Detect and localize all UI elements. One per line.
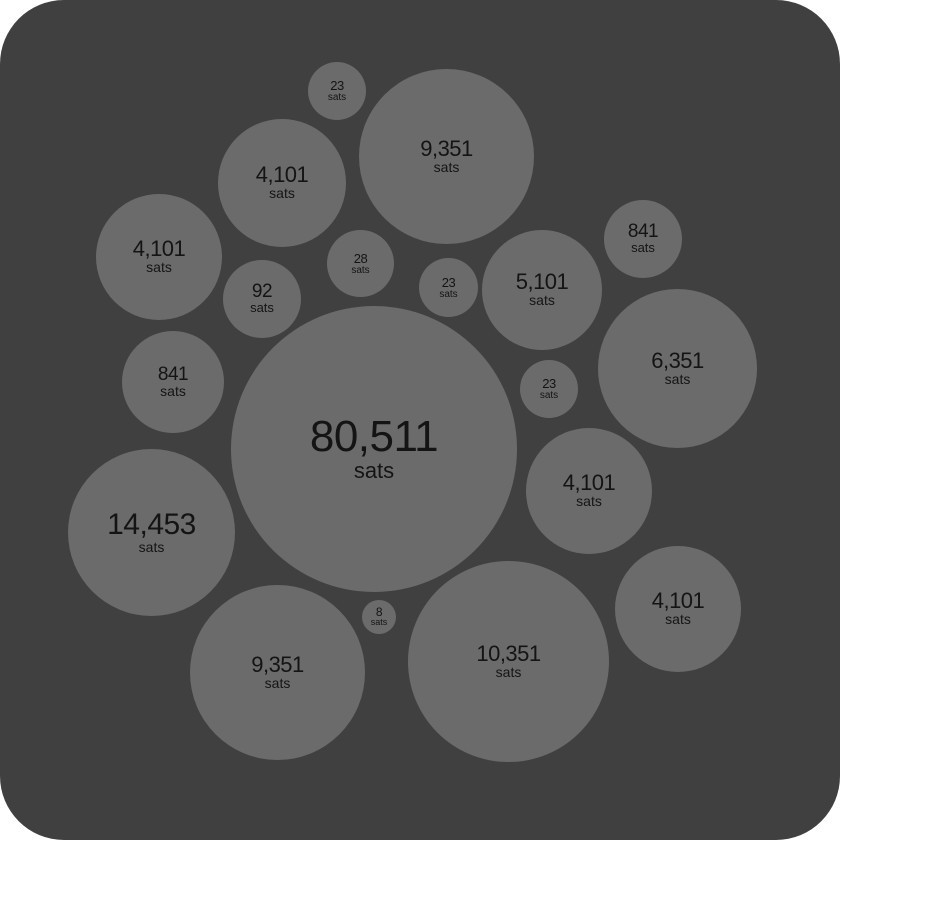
bubble-80511[interactable]: 80,511 sats [231, 306, 517, 592]
bubble-amount: 28 [353, 250, 368, 266]
bubble-4101-left[interactable]: 4,101 sats [96, 194, 222, 320]
bubble-amount: 23 [441, 274, 456, 290]
bubble-92[interactable]: 92 sats [223, 260, 301, 338]
bubble-4101-middle[interactable]: 4,101 sats [526, 428, 652, 554]
bubble-unit: sats [351, 264, 370, 276]
bubble-amount: 4,101 [651, 588, 705, 614]
bubble-unit: sats [327, 92, 347, 103]
bubble-amount: 4,101 [562, 470, 616, 496]
bubble-amount: 841 [627, 221, 659, 243]
bubble-amount: 23 [330, 78, 344, 93]
bubble-unit: sats [269, 185, 295, 202]
bubble-28[interactable]: 28 sats [327, 230, 394, 297]
bubble-unit: sats [495, 663, 522, 680]
bubble-amount: 14,453 [107, 507, 196, 541]
bubble-841-right[interactable]: 841 sats [604, 200, 682, 278]
bubble-5101[interactable]: 5,101 sats [482, 230, 602, 350]
bubble-amount: 5,101 [515, 269, 569, 295]
bubble-unit: sats [146, 259, 172, 276]
bubble-amount: 8 [375, 605, 383, 620]
bubble-panel: 80,511 sats 14,453 sats 10,351 sats 9,35… [0, 0, 840, 840]
bubble-unit: sats [138, 538, 165, 555]
bubble-unit: sats [433, 158, 460, 175]
bubble-unit: sats [439, 288, 458, 300]
bubble-841-left[interactable]: 841 sats [122, 331, 224, 433]
bubble-amount: 23 [542, 376, 556, 391]
bubble-23-top[interactable]: 23 sats [308, 62, 366, 120]
bubble-10351[interactable]: 10,351 sats [408, 561, 609, 762]
bubble-amount: 6,351 [651, 347, 704, 373]
bubble-unit: sats [370, 617, 388, 628]
bubble-23-middle[interactable]: 23 sats [419, 258, 478, 317]
bubble-unit: sats [250, 300, 274, 316]
bubble-unit: sats [665, 611, 691, 628]
bubble-amount: 4,101 [132, 236, 186, 262]
bubble-23-right[interactable]: 23 sats [520, 360, 578, 418]
bubble-unit: sats [160, 382, 186, 399]
bubble-4101-top[interactable]: 4,101 sats [218, 119, 346, 247]
bubble-amount: 4,101 [255, 162, 309, 188]
bubble-unit: sats [631, 240, 655, 256]
bubble-amount: 9,351 [420, 135, 473, 161]
bubble-amount: 841 [157, 363, 189, 385]
bubble-amount: 80,511 [309, 411, 439, 461]
bubble-unit: sats [576, 493, 602, 510]
bubble-amount: 10,351 [476, 640, 541, 666]
bubble-9351-top[interactable]: 9,351 sats [359, 69, 534, 244]
bubble-unit: sats [264, 674, 291, 691]
bubble-6351[interactable]: 6,351 sats [598, 289, 757, 448]
bubble-9351-bottom[interactable]: 9,351 sats [190, 585, 365, 760]
bubble-4101-right[interactable]: 4,101 sats [615, 546, 741, 672]
bubble-8[interactable]: 8 sats [362, 600, 396, 634]
bubble-unit: sats [353, 457, 395, 483]
bubble-unit: sats [529, 292, 555, 309]
bubble-amount: 9,351 [251, 651, 304, 677]
bubble-unit: sats [539, 390, 559, 401]
bubble-14453[interactable]: 14,453 sats [68, 449, 235, 616]
bubble-unit: sats [664, 370, 691, 387]
bubble-amount: 92 [251, 281, 273, 303]
